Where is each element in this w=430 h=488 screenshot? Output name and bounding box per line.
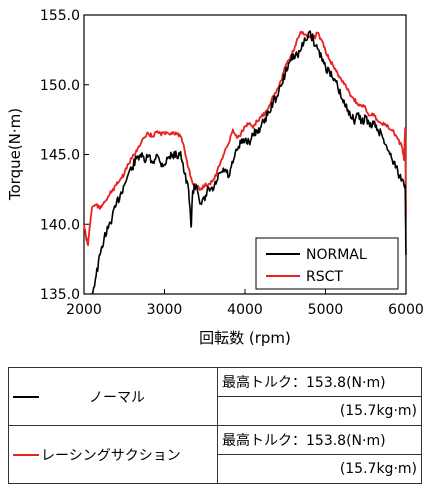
spec-table: ノーマル 最高トルク：153.8(N·m) (15.7kg·m) レーシングサク…	[8, 367, 422, 484]
spec-row-normal: ノーマル 最高トルク：153.8(N·m)	[8, 367, 422, 426]
x-tick-label: 4000	[227, 302, 263, 318]
legend-label-rsct: RSCT	[306, 269, 343, 285]
spec-max-torque-rsct: 最高トルク：153.8(N·m)	[217, 425, 422, 455]
y-axis-label: Torque(N·m)	[6, 108, 24, 201]
legend-label-normal: NORMAL	[306, 247, 367, 263]
legend-box	[255, 237, 399, 290]
spec-name-cell-rsct: レーシングサクション	[8, 425, 218, 484]
axis-ticks: 2000 3000 4000 5000 6000 135.0 140.0 145.0 150.0…	[40, 8, 424, 318]
y-tick-label: 140.0	[40, 217, 80, 233]
x-tick-label: 5000	[308, 302, 344, 318]
spec-name-rsct: レーシングサクション	[41, 447, 181, 464]
spec-max-torque-normal: 最高トルク：153.8(N·m)	[217, 367, 422, 397]
spec-row-rsct: レーシングサクション 最高トルク：153.8(N·m)	[8, 425, 422, 484]
spec-row-rsct-kg: (15.7kg·m)	[9, 454, 422, 484]
series-lines	[83, 30, 407, 295]
x-tick-label: 3000	[147, 302, 183, 318]
y-tick-label: 145.0	[40, 148, 80, 164]
spec-row-normal-kg: (15.7kg·m)	[9, 396, 422, 426]
spec-swatch-normal	[13, 395, 39, 398]
spec-swatch-rsct	[13, 453, 39, 456]
y-tick-label: 135.0	[40, 287, 80, 303]
x-axis-label: 回転数 (rpm)	[199, 329, 291, 347]
series-line-rsct	[83, 30, 407, 247]
y-tick-label: 150.0	[40, 78, 80, 94]
spec-max-torque-kg-rsct: (15.7kg·m)	[217, 454, 422, 484]
spec-name-cell-normal: ノーマル	[8, 367, 218, 426]
x-tick-label: 6000	[388, 302, 424, 318]
legend: NORMAL RSCT	[255, 237, 399, 290]
spec-name-normal: ノーマル	[89, 389, 145, 406]
y-tick-label: 155.0	[40, 8, 80, 24]
spec-max-torque-kg-normal: (15.7kg·m)	[217, 396, 422, 426]
x-tick-label: 2000	[66, 302, 102, 318]
torque-chart: 2000 3000 4000 5000 6000 135.0 140.0 145.0 150.0…	[6, 8, 424, 347]
series-line-normal	[91, 30, 407, 295]
